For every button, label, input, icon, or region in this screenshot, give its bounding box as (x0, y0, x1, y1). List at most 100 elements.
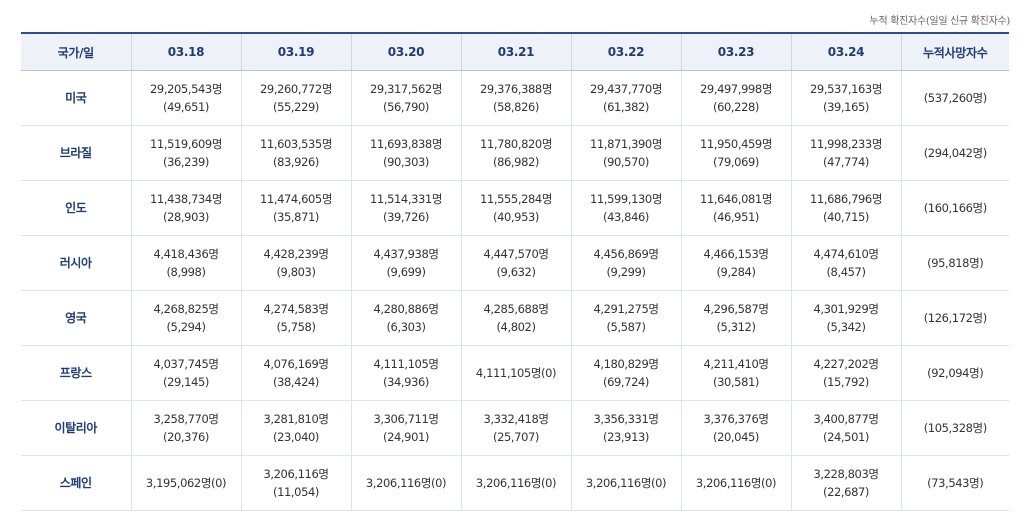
table-caption: 누적 확진자수(일일 신규 확진자수) (869, 16, 1011, 27)
table-body: 미국 29,205,543명 (49,651) 29,260,772명 (55,229)… (21, 70, 1009, 511)
case-cell: 4,111,105명(0) (460, 345, 571, 401)
cumulative-cases: 3,306,711명 (373, 412, 439, 426)
header-deaths: 누적사망자수 (900, 32, 1009, 71)
cumulative-cases: 29,437,770명 (589, 82, 663, 96)
cumulative-cases: 3,195,062명(0) (145, 476, 227, 490)
cumulative-deaths: (160,166명) (900, 180, 1009, 236)
case-cell: 4,301,929명 (5,342) (790, 290, 901, 346)
country-name: 프랑스 (21, 345, 131, 401)
cumulative-cases: 3,206,116명 (263, 467, 329, 481)
cumulative-cases: 4,296,587명 (703, 302, 769, 316)
cumulative-cases: 29,537,163명 (809, 82, 883, 96)
cumulative-cases: 11,646,081명 (699, 192, 773, 206)
cumulative-cases: 4,301,929명 (813, 302, 879, 316)
daily-new-cases: (56,790) (382, 100, 429, 114)
case-cell: 3,400,877명 (24,501) (790, 400, 901, 456)
case-cell: 11,474,605명 (35,871) (240, 180, 351, 236)
cumulative-cases: 3,281,810명 (263, 412, 329, 426)
cumulative-cases: 29,376,388명 (479, 82, 553, 96)
case-cell: 11,693,838명 (90,303) (350, 125, 461, 181)
case-cell: 4,227,202명 (15,792) (790, 345, 901, 401)
table-row: 러시아 4,418,436명 (8,998) 4,428,239명 (9,803) 4,4… (21, 235, 1009, 291)
case-cell: 11,646,081명 (46,951) (680, 180, 791, 236)
cumulative-cases: 11,693,838명 (369, 137, 443, 151)
daily-new-cases: (20,045) (712, 430, 759, 444)
daily-new-cases: (4,802) (496, 320, 536, 334)
table-row: 미국 29,205,543명 (49,651) 29,260,772명 (55,229)… (21, 70, 1009, 126)
cumulative-cases: 3,400,877명 (813, 412, 879, 426)
daily-new-cases: (90,303) (382, 155, 429, 169)
daily-new-cases: (46,951) (712, 210, 759, 224)
header-date: 03.20 (350, 32, 461, 71)
country-name: 영국 (21, 290, 131, 346)
daily-new-cases: (8,998) (166, 265, 206, 279)
case-cell: 29,437,770명 (61,382) (570, 70, 681, 126)
case-cell: 11,438,734명 (28,903) (130, 180, 241, 236)
daily-new-cases: (9,632) (496, 265, 536, 279)
case-cell: 4,291,275명 (5,587) (570, 290, 681, 346)
case-cell: 3,206,116명(0) (570, 455, 681, 511)
header-date: 03.23 (680, 32, 791, 71)
case-cell: 11,555,284명 (40,953) (460, 180, 571, 236)
cumulative-deaths: (126,172명) (900, 290, 1009, 346)
case-cell: 4,418,436명 (8,998) (130, 235, 241, 291)
case-cell: 11,514,331명 (39,726) (350, 180, 461, 236)
cumulative-cases: 4,111,105명 (373, 357, 439, 371)
cumulative-cases: 4,466,153명 (703, 247, 769, 261)
cumulative-deaths: (92,094명) (900, 345, 1009, 401)
cumulative-cases: 4,447,570명 (483, 247, 549, 261)
header-country: 국가/일 (21, 32, 131, 71)
cumulative-cases: 29,205,543명 (149, 82, 223, 96)
country-name: 미국 (21, 70, 131, 126)
cumulative-cases: 11,599,130명 (589, 192, 663, 206)
daily-new-cases: (49,651) (162, 100, 209, 114)
case-cell: 3,332,418명 (25,707) (460, 400, 571, 456)
case-cell: 4,274,583명 (5,758) (240, 290, 351, 346)
header-date: 03.18 (130, 32, 241, 71)
cumulative-cases: 11,686,796명 (809, 192, 883, 206)
daily-new-cases: (15,792) (822, 375, 869, 389)
case-cell: 4,447,570명 (9,632) (460, 235, 571, 291)
cumulative-cases: 4,274,583명 (263, 302, 329, 316)
header-date: 03.22 (570, 32, 681, 71)
case-cell: 11,871,390명 (90,570) (570, 125, 681, 181)
case-cell: 4,280,886명 (6,303) (350, 290, 461, 346)
cumulative-cases: 4,474,610명 (813, 247, 879, 261)
cumulative-cases: 11,514,331명 (369, 192, 443, 206)
daily-new-cases: (8,457) (826, 265, 866, 279)
cumulative-cases: 4,211,410명 (703, 357, 769, 371)
case-cell: 4,076,169명 (38,424) (240, 345, 351, 401)
cumulative-cases: 3,206,116명(0) (585, 476, 667, 490)
daily-new-cases: (29,145) (162, 375, 209, 389)
daily-new-cases: (6,303) (386, 320, 426, 334)
case-cell: 29,205,543명 (49,651) (130, 70, 241, 126)
daily-new-cases: (35,871) (272, 210, 319, 224)
daily-new-cases: (23,913) (602, 430, 649, 444)
daily-new-cases: (39,165) (822, 100, 869, 114)
daily-new-cases: (61,382) (602, 100, 649, 114)
cumulative-cases: 3,206,116명(0) (695, 476, 777, 490)
daily-new-cases: (11,054) (272, 485, 319, 499)
table-row: 인도 11,438,734명 (28,903) 11,474,605명 (35,871)… (21, 180, 1009, 236)
cumulative-deaths: (95,818명) (900, 235, 1009, 291)
header-row: 국가/일 03.18 03.19 03.20 03.21 03.22 03.23 03.24 누… (21, 32, 1009, 71)
daily-new-cases: (5,342) (826, 320, 866, 334)
daily-new-cases: (5,587) (606, 320, 646, 334)
daily-new-cases: (24,501) (822, 430, 869, 444)
cumulative-cases: 11,519,609명 (149, 137, 223, 151)
cumulative-cases: 4,076,169명 (263, 357, 329, 371)
header-date: 03.19 (240, 32, 351, 71)
case-cell: 3,356,331명 (23,913) (570, 400, 681, 456)
daily-new-cases: (58,826) (492, 100, 539, 114)
daily-new-cases: (5,294) (166, 320, 206, 334)
table-row: 이탈리아 3,258,770명 (20,376) 3,281,810명 (23,040)… (21, 400, 1009, 456)
cumulative-cases: 4,285,688명 (483, 302, 549, 316)
case-cell: 4,296,587명 (5,312) (680, 290, 791, 346)
daily-new-cases: (39,726) (382, 210, 429, 224)
covid-stats-table-wrapper: 국가/일 03.18 03.19 03.20 03.21 03.22 03.23 03.24 누… (21, 32, 1009, 511)
cumulative-cases: 11,780,820명 (479, 137, 553, 151)
cumulative-deaths: (105,328명) (900, 400, 1009, 456)
country-name: 브라질 (21, 125, 131, 181)
case-cell: 29,537,163명 (39,165) (790, 70, 901, 126)
case-cell: 11,950,459명 (79,069) (680, 125, 791, 181)
